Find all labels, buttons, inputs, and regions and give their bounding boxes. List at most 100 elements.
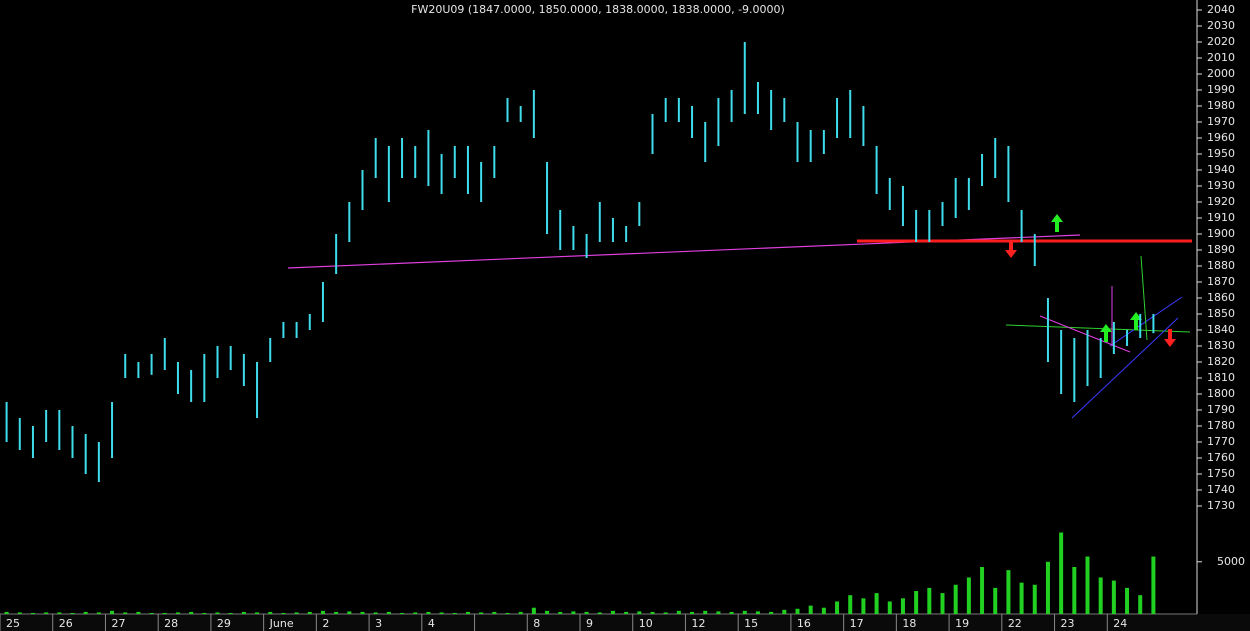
sell-arrow bbox=[1164, 329, 1176, 347]
volume-bar bbox=[307, 611, 312, 614]
volume-bar bbox=[782, 609, 787, 614]
volume-bar bbox=[769, 611, 774, 614]
volume-bar bbox=[558, 611, 563, 614]
volume-bar bbox=[1032, 584, 1037, 614]
volume-bar bbox=[215, 612, 220, 614]
volume-bar bbox=[17, 612, 22, 614]
y-tick-label: 1870 bbox=[1207, 275, 1235, 288]
volume-bar bbox=[30, 612, 35, 614]
volume-bar bbox=[663, 612, 668, 614]
x-tick-label: 15 bbox=[744, 617, 758, 630]
y-tick-label: 1740 bbox=[1207, 483, 1235, 496]
y-tick-label: 1890 bbox=[1207, 243, 1235, 256]
x-tick-label: 4 bbox=[428, 617, 435, 630]
volume-bar bbox=[123, 612, 128, 614]
volume-bar bbox=[70, 612, 75, 614]
volume-bar bbox=[571, 611, 576, 614]
trendline bbox=[1039, 315, 1131, 353]
x-tick-label: 10 bbox=[639, 617, 653, 630]
volume-bar bbox=[624, 611, 629, 614]
x-tick-label: 25 bbox=[6, 617, 20, 630]
y-tick-label: 1830 bbox=[1207, 339, 1235, 352]
volume-bar bbox=[1111, 580, 1116, 614]
y-tick-label: 1920 bbox=[1207, 195, 1235, 208]
volume-bar bbox=[900, 598, 905, 614]
x-tick-label: 23 bbox=[1061, 617, 1075, 630]
volume-bar bbox=[1138, 595, 1143, 614]
volume-bar bbox=[808, 605, 813, 614]
volume-bar bbox=[1019, 582, 1024, 614]
volume-bar bbox=[716, 611, 721, 614]
buy-arrow bbox=[1130, 312, 1142, 330]
volume-bar bbox=[914, 591, 919, 614]
y2-tick-label: 5000 bbox=[1217, 555, 1245, 568]
volume-bar bbox=[281, 612, 286, 614]
y-tick-label: 1760 bbox=[1207, 451, 1235, 464]
y-tick-label: 1960 bbox=[1207, 131, 1235, 144]
volume-bar bbox=[334, 611, 339, 614]
drawings bbox=[287, 214, 1192, 419]
volume-bar bbox=[162, 612, 167, 614]
volume-bar bbox=[57, 612, 62, 614]
y-tick-label: 1990 bbox=[1207, 83, 1235, 96]
volume-bar bbox=[835, 601, 840, 614]
x-tick-label: 24 bbox=[1113, 617, 1127, 630]
volume-bar bbox=[426, 611, 431, 614]
volume-bar bbox=[452, 612, 457, 614]
y-tick-label: 1970 bbox=[1207, 115, 1235, 128]
volume-bar bbox=[228, 612, 233, 614]
volume-bar bbox=[610, 610, 615, 614]
y-tick-label: 1900 bbox=[1207, 227, 1235, 240]
volume-bar bbox=[1151, 556, 1156, 614]
y-tick-label: 2020 bbox=[1207, 35, 1235, 48]
x-tick-label: 12 bbox=[691, 617, 705, 630]
volume-bar bbox=[360, 611, 365, 614]
volume-bar bbox=[861, 598, 866, 614]
y-tick-label: 1930 bbox=[1207, 179, 1235, 192]
volume-bar bbox=[966, 577, 971, 614]
volume-bar bbox=[742, 610, 747, 614]
x-tick-label: 29 bbox=[217, 617, 231, 630]
y-tick-label: 1980 bbox=[1207, 99, 1235, 112]
volume-bar bbox=[386, 611, 391, 614]
volume-bar bbox=[96, 612, 101, 614]
volume-bar bbox=[44, 612, 49, 614]
y-tick-label: 2010 bbox=[1207, 51, 1235, 64]
volume-bar bbox=[1072, 567, 1077, 614]
x-tick-label: 17 bbox=[850, 617, 864, 630]
volume-bar bbox=[479, 612, 484, 614]
volume-bar bbox=[531, 607, 536, 614]
volume-bar bbox=[518, 611, 523, 614]
volume-bar bbox=[373, 612, 378, 614]
date-strip bbox=[0, 614, 1250, 631]
volume-bar bbox=[439, 612, 444, 614]
volume-bar bbox=[953, 584, 958, 614]
volume-bar bbox=[597, 612, 602, 614]
x-tick-label: 28 bbox=[164, 617, 178, 630]
volume-bar bbox=[1006, 570, 1011, 614]
volume-bar bbox=[993, 587, 998, 614]
volume-bar bbox=[1125, 587, 1130, 614]
x-tick-label: 27 bbox=[111, 617, 125, 630]
trendline bbox=[1140, 255, 1148, 341]
volume-bar bbox=[241, 611, 246, 614]
trendline bbox=[1005, 324, 1191, 333]
y-tick-label: 1950 bbox=[1207, 147, 1235, 160]
y-tick-label: 2030 bbox=[1207, 19, 1235, 32]
y-tick-label: 1850 bbox=[1207, 307, 1235, 320]
y-tick-label: 1860 bbox=[1207, 291, 1235, 304]
x-tick-label: 2 bbox=[322, 617, 329, 630]
volume-bar bbox=[940, 593, 945, 614]
volume-bar bbox=[413, 612, 418, 614]
volume-bar bbox=[690, 611, 695, 614]
sell-arrow bbox=[1005, 240, 1017, 258]
volume-bar bbox=[545, 610, 550, 614]
volume-bar bbox=[4, 611, 9, 614]
y-tick-label: 1750 bbox=[1207, 467, 1235, 480]
volume-bar bbox=[927, 587, 932, 614]
trendline bbox=[1071, 317, 1179, 419]
volume-bar bbox=[294, 612, 299, 614]
volume-bar bbox=[584, 611, 589, 614]
volume-bar bbox=[136, 611, 141, 614]
